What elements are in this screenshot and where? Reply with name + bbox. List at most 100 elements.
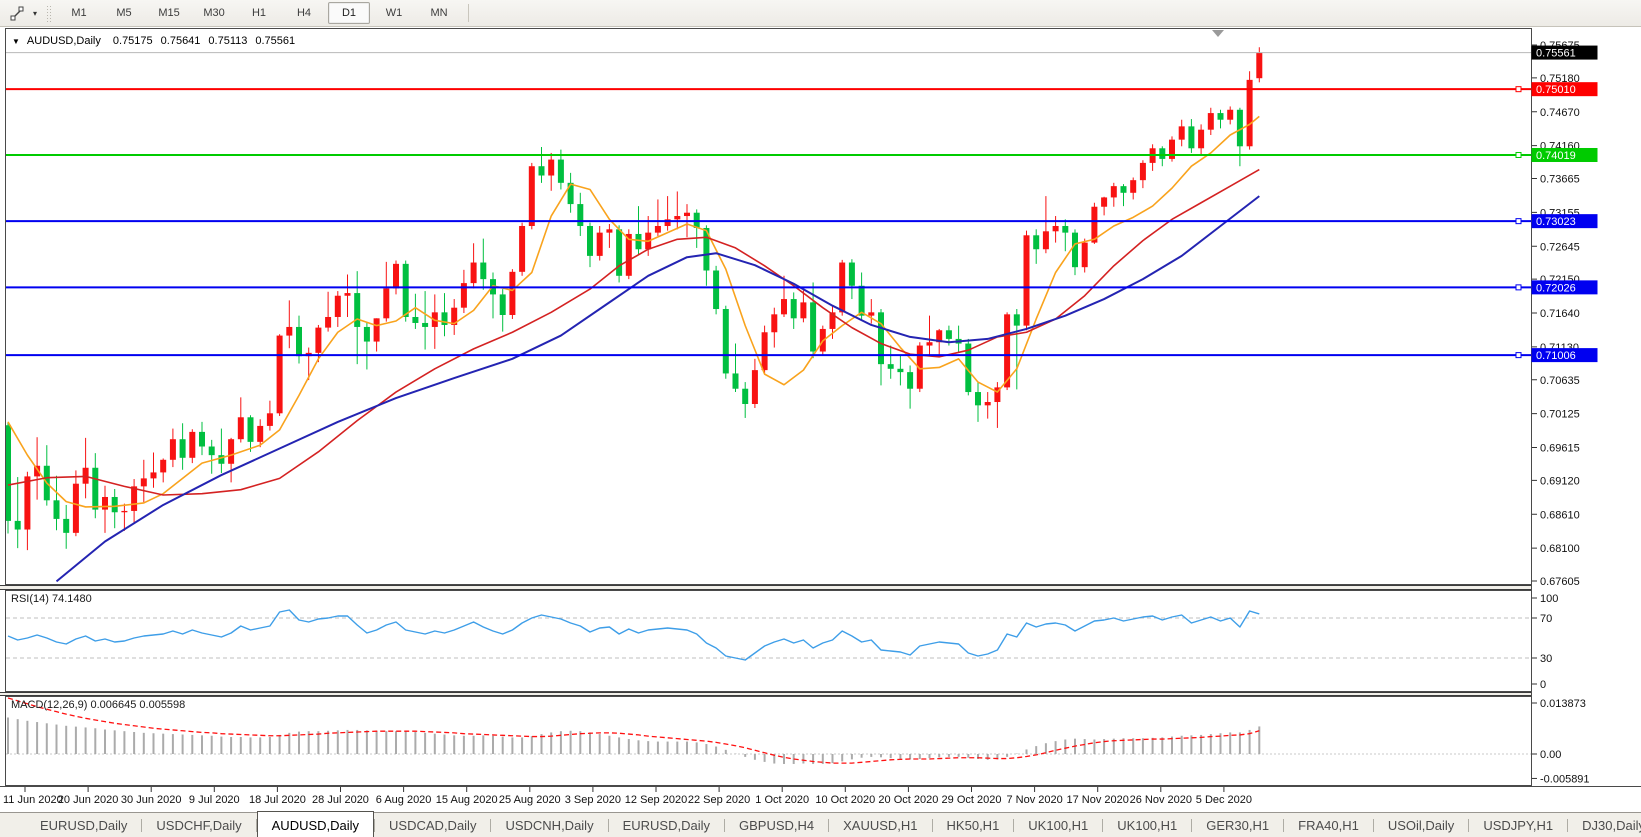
price-badge-label: 0.75561 [1536, 48, 1576, 60]
candle [829, 312, 836, 329]
date-axis-label[interactable]: 9 Jul 2020 [189, 794, 240, 806]
date-axis-label[interactable]: 18 Jul 2020 [249, 794, 306, 806]
candle [325, 316, 332, 328]
chart-collapse-icon[interactable]: ▼ [12, 36, 20, 46]
date-axis-label[interactable]: 20 Jun 2020 [58, 794, 119, 806]
ma-slow-line[interactable] [55, 195, 1260, 583]
level-line-handle[interactable] [1515, 218, 1522, 225]
candle [761, 332, 768, 371]
macd-axis-label: 0.00 [1540, 749, 1561, 761]
candle [1207, 113, 1214, 130]
date-axis-label[interactable]: 22 Sep 2020 [688, 794, 750, 806]
tab-separator [1013, 818, 1015, 832]
date-axis-label[interactable]: 17 Nov 2020 [1067, 794, 1129, 806]
candle [218, 455, 225, 464]
panel-splitter[interactable] [0, 692, 1641, 696]
candle [257, 425, 264, 442]
chart-tab-uk100-h1[interactable]: UK100,H1 [1117, 817, 1178, 833]
candle [654, 225, 661, 233]
level-line-handle[interactable] [1515, 151, 1522, 158]
date-axis-label[interactable]: 1 Oct 2020 [755, 794, 809, 806]
candle [24, 476, 31, 530]
candle [121, 510, 128, 513]
chart-tab-eurusd-daily[interactable]: EURUSD,Daily [622, 817, 710, 833]
timeframe-button-MN[interactable]: MN [430, 7, 448, 19]
date-axis-label[interactable]: 15 Aug 2020 [436, 794, 498, 806]
toolbar-grip[interactable] [45, 4, 53, 22]
timeframe-button-H4[interactable]: H4 [296, 7, 312, 19]
ohlc-high-value: 0.75641 [160, 35, 201, 47]
tab-separator [828, 818, 830, 832]
chart-tab-audusd-daily[interactable]: AUDUSD,Daily [256, 811, 375, 837]
timeframe-button-D1[interactable]: D1 [328, 2, 371, 24]
chart-tab-ger30-h1[interactable]: GER30,H1 [1206, 817, 1270, 833]
chart-tab-usdcnh-daily[interactable]: USDCNH,Daily [505, 817, 594, 833]
ma-fast-line[interactable] [7, 115, 1260, 508]
crosshair-tool-button[interactable] [5, 2, 29, 25]
date-axis-label[interactable]: 20 Oct 2020 [878, 794, 938, 806]
level-line-handle[interactable] [1515, 284, 1522, 291]
candle [771, 314, 778, 333]
tab-separator [255, 818, 257, 832]
date-axis-label[interactable]: 3 Sep 2020 [565, 794, 621, 806]
rsi-axis-label: 70 [1540, 613, 1552, 625]
tab-separator [490, 818, 492, 832]
tool-dropdown-caret-icon[interactable]: ▾ [33, 8, 38, 18]
chart-tab-dj30-daily[interactable]: DJ30,Daily [1582, 817, 1641, 833]
candle [72, 483, 79, 533]
rsi-line [7, 609, 1260, 661]
date-axis-label[interactable]: 28 Jul 2020 [312, 794, 369, 806]
timeframe-button-M30[interactable]: M30 [203, 7, 225, 19]
candle [606, 229, 613, 233]
chart-tab-usdchf-daily[interactable]: USDCHF,Daily [156, 817, 242, 833]
date-axis-label[interactable]: 10 Oct 2020 [815, 794, 875, 806]
timeframe-button-W1[interactable]: W1 [385, 7, 403, 19]
candle [334, 295, 341, 317]
panel-splitter[interactable] [0, 585, 1641, 590]
candle [276, 335, 283, 414]
date-axis-label[interactable]: 12 Sep 2020 [625, 794, 687, 806]
date-axis-label[interactable]: 26 Nov 2020 [1130, 794, 1192, 806]
chart-tab-gbpusd-h4[interactable]: GBPUSD,H4 [738, 817, 815, 833]
macd-signal-line [7, 697, 1260, 764]
chart-tab-uk100-h1[interactable]: UK100,H1 [1028, 817, 1089, 833]
candle [858, 285, 865, 316]
timeframe-button-M1[interactable]: M1 [71, 7, 87, 19]
ma-mid-line[interactable] [7, 168, 1260, 496]
candle [131, 486, 138, 511]
date-axis-label[interactable]: 6 Aug 2020 [376, 794, 432, 806]
date-axis-label[interactable]: 11 Jun 2020 [3, 794, 63, 806]
timeframe-button-M5[interactable]: M5 [116, 7, 132, 19]
candle [1081, 242, 1088, 268]
price-badge-label: 0.74019 [1536, 150, 1576, 162]
candle [926, 342, 933, 346]
candle [907, 372, 914, 389]
candle [664, 219, 671, 226]
chart-tab-xauusd-h1[interactable]: XAUUSD,H1 [843, 817, 918, 833]
candle [499, 294, 506, 315]
level-line-handle[interactable] [1515, 352, 1522, 359]
chart-tab-usdcad-daily[interactable]: USDCAD,Daily [389, 817, 477, 833]
tab-separator [141, 818, 143, 832]
date-axis-label[interactable]: 7 Nov 2020 [1006, 794, 1062, 806]
candle [53, 500, 60, 519]
chart-tab-fra40-h1[interactable]: FRA40,H1 [1298, 817, 1359, 833]
candle [781, 299, 787, 315]
chart-tab-hk50-h1[interactable]: HK50,H1 [946, 817, 1000, 833]
chart-tab-list: EURUSD,Daily USDCHF,Daily AUDUSD,Daily USDC… [26, 811, 1641, 837]
date-axis-label[interactable]: 25 Aug 2020 [499, 794, 561, 806]
tab-separator [1102, 818, 1104, 832]
chart-tab-usoil-daily[interactable]: USOil,Daily [1387, 817, 1455, 833]
chart-tab-usdjpy-h1[interactable]: USDJPY,H1 [1483, 817, 1554, 833]
timeframe-button-H1[interactable]: H1 [251, 7, 267, 19]
date-axis-label[interactable]: 29 Oct 2020 [942, 794, 1002, 806]
timeframe-button-M15[interactable]: M15 [158, 7, 180, 19]
candle [509, 271, 516, 315]
ohlc-close-value: 0.75561 [255, 35, 296, 47]
chart-shift-marker-icon[interactable] [1212, 30, 1224, 37]
chart-tab-eurusd-daily[interactable]: EURUSD,Daily [40, 817, 128, 833]
date-axis-label[interactable]: 30 Jun 2020 [121, 794, 182, 806]
date-axis-label[interactable]: 5 Dec 2020 [1196, 794, 1252, 806]
level-line-handle[interactable] [1515, 86, 1522, 93]
